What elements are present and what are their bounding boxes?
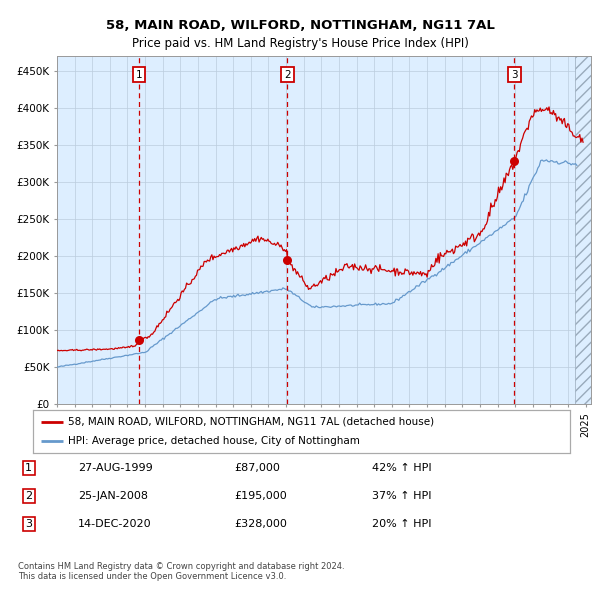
Text: 2: 2 [284,70,290,80]
Bar [575,56,591,404]
Text: 1: 1 [136,70,142,80]
Text: £328,000: £328,000 [234,519,287,529]
Text: 42% ↑ HPI: 42% ↑ HPI [372,463,431,473]
Text: £87,000: £87,000 [234,463,280,473]
Text: Contains HM Land Registry data © Crown copyright and database right 2024.: Contains HM Land Registry data © Crown c… [18,562,344,571]
Text: 27-AUG-1999: 27-AUG-1999 [78,463,153,473]
Text: 14-DEC-2020: 14-DEC-2020 [78,519,152,529]
Text: 1: 1 [25,463,32,473]
Text: HPI: Average price, detached house, City of Nottingham: HPI: Average price, detached house, City… [68,437,360,447]
Text: 58, MAIN ROAD, WILFORD, NOTTINGHAM, NG11 7AL (detached house): 58, MAIN ROAD, WILFORD, NOTTINGHAM, NG11… [68,417,434,427]
Text: 37% ↑ HPI: 37% ↑ HPI [372,491,431,501]
Text: £195,000: £195,000 [234,491,287,501]
Text: 20% ↑ HPI: 20% ↑ HPI [372,519,431,529]
Text: 25-JAN-2008: 25-JAN-2008 [78,491,148,501]
Text: 3: 3 [511,70,518,80]
Text: Price paid vs. HM Land Registry's House Price Index (HPI): Price paid vs. HM Land Registry's House … [131,37,469,50]
Text: 3: 3 [25,519,32,529]
Text: This data is licensed under the Open Government Licence v3.0.: This data is licensed under the Open Gov… [18,572,286,581]
Text: 58, MAIN ROAD, WILFORD, NOTTINGHAM, NG11 7AL: 58, MAIN ROAD, WILFORD, NOTTINGHAM, NG11… [106,19,494,32]
Text: 2: 2 [25,491,32,501]
